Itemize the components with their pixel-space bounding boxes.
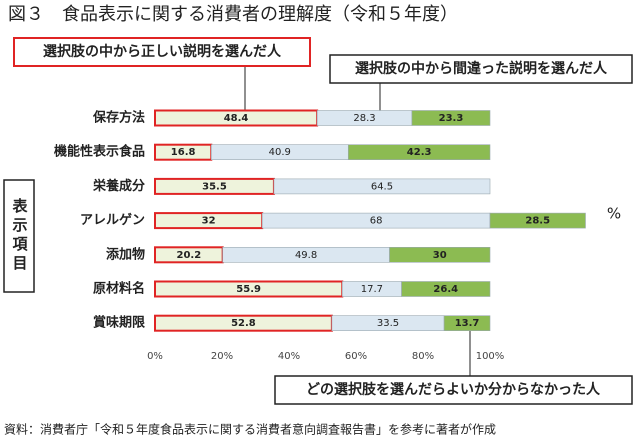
x-tick-label: 60%: [345, 351, 367, 362]
category-label: 機能性表示食品: [54, 144, 145, 160]
bar-segment: [389, 247, 491, 263]
value-label: 26.4: [433, 284, 458, 295]
value-label: 17.7: [361, 284, 383, 295]
category-label: 保存方法: [92, 110, 145, 126]
category-label: 栄養成分: [92, 178, 145, 194]
category-label: 原材料名: [93, 281, 145, 297]
value-label: 52.8: [231, 318, 256, 329]
value-label: 28.3: [353, 113, 375, 124]
value-label: 35.5: [202, 181, 227, 192]
value-label: 20.2: [176, 250, 201, 261]
value-label: 32: [202, 216, 216, 227]
bar-segment: [273, 178, 491, 195]
value-label: 40.9: [269, 147, 291, 158]
value-label: 48.4: [224, 113, 249, 124]
value-label: 49.8: [295, 250, 317, 261]
bar-segment: [489, 212, 586, 229]
legend-entry: 選択肢の中から正しい説明を選んだ人: [43, 43, 282, 60]
unit-label: %: [607, 205, 621, 223]
bar-segment: [401, 281, 491, 297]
x-tick-label: 80%: [412, 351, 434, 362]
value-label: 68: [370, 216, 383, 227]
x-tick-label: 40%: [278, 351, 300, 362]
bar-segment: [443, 315, 491, 332]
x-tick-label: 0%: [147, 351, 163, 362]
value-label: 33.5: [377, 318, 399, 329]
value-label: 13.7: [455, 318, 480, 329]
x-tick-label: 100%: [476, 351, 505, 362]
bar-segment: [347, 144, 491, 160]
legend-entry: 選択肢の中から間違った説明を選んだ人: [355, 60, 608, 77]
value-label: 64.5: [371, 181, 393, 192]
chart-title: 図３ 食品表示に関する消費者の理解度（令和５年度）: [8, 4, 458, 25]
x-tick-label: 20%: [211, 351, 233, 362]
category-label: 添加物: [106, 246, 145, 262]
value-label: 55.9: [236, 284, 261, 295]
legend-box: [274, 375, 633, 405]
bar-segment: [411, 110, 491, 126]
value-label: 28.5: [525, 216, 550, 227]
legend-entry: どの選択肢を選んだらよいか分からなかった人: [306, 381, 601, 398]
y-label-box: [3, 179, 35, 293]
legend-box: [329, 54, 633, 84]
category-label: アレルゲン: [80, 212, 145, 228]
value-label: 16.8: [171, 147, 196, 158]
value-label: 30: [433, 250, 447, 261]
category-label: 賞味期限: [93, 315, 146, 331]
y-axis-label: 表示項目: [11, 197, 29, 274]
value-label: 23.3: [439, 113, 464, 124]
value-label: 42.3: [407, 147, 432, 158]
source-note: 資料：消費者庁「令和５年度食品表示に関する消費者意向調査報告書」を参考に著者が作…: [4, 422, 496, 437]
legend-box: [13, 37, 311, 67]
